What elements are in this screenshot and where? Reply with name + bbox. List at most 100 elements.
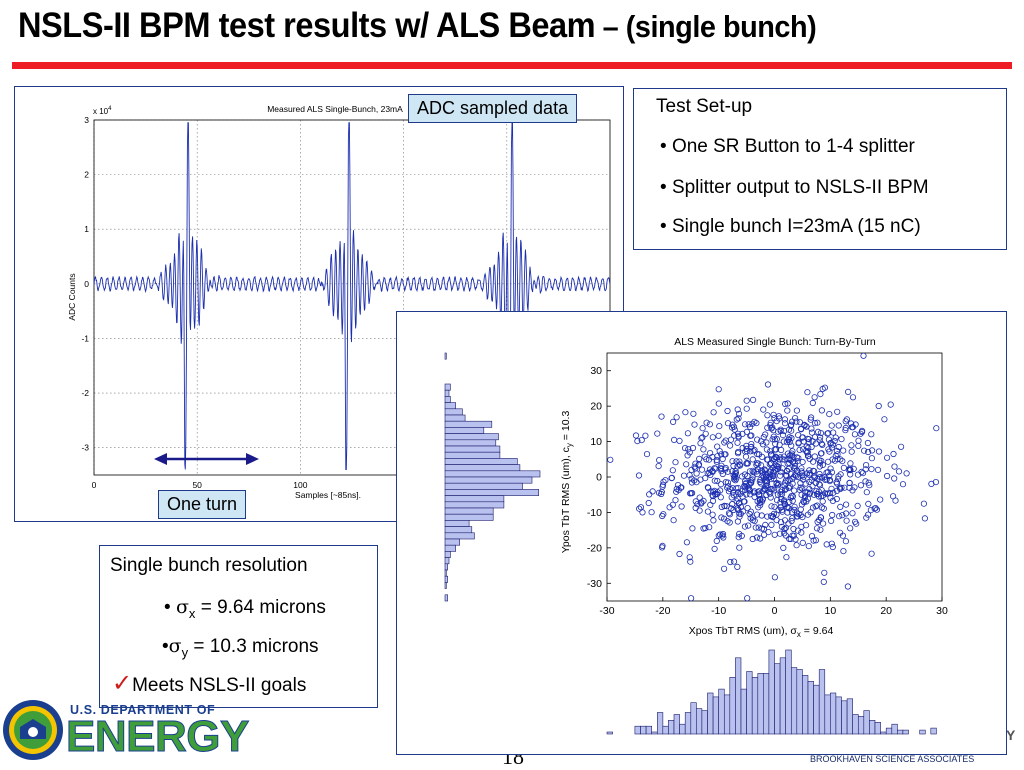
scatter-point [873, 506, 880, 513]
scatter-point [686, 449, 693, 456]
x-histogram-bar [863, 710, 870, 735]
scatter-point [691, 421, 698, 428]
scatter-point [816, 437, 823, 444]
scatter-x-tick-label: -20 [655, 605, 670, 617]
scatter-point [701, 453, 708, 460]
scatter-point [702, 430, 709, 437]
scatter-point [883, 454, 891, 461]
x-histogram [606, 649, 937, 735]
scatter-point [729, 501, 736, 508]
scatter-point [784, 477, 791, 484]
scatter-point [875, 448, 883, 455]
scatter-point [819, 492, 826, 499]
scatter-point [789, 448, 796, 455]
x-histogram-bar [796, 669, 803, 735]
scatter-point [829, 543, 836, 551]
scatter-point [682, 409, 689, 416]
scatter-point [827, 517, 835, 524]
scatter-point [754, 436, 761, 443]
x-histogram-bar [690, 702, 697, 735]
scatter-point [829, 441, 836, 448]
scatter-point [758, 525, 765, 532]
scatter-point [731, 432, 738, 439]
scatter-point [703, 419, 710, 426]
scatter-point [781, 456, 788, 463]
wf-ylabel: ADC Counts [67, 273, 77, 320]
scatter-point [761, 467, 768, 474]
scatter-point [842, 424, 849, 432]
scatter-point [690, 410, 697, 417]
x-histogram-bar [919, 729, 926, 735]
scatter-point [777, 427, 784, 435]
scatter-point [669, 467, 676, 474]
scatter-point [766, 401, 773, 408]
scatter-point [717, 494, 724, 501]
scatter-point [799, 470, 806, 477]
scatter-point [746, 491, 754, 498]
scatter-point [800, 438, 807, 445]
scatter-point [717, 481, 724, 488]
scatter-point [775, 506, 782, 513]
test-setup-bullet: • Splitter output to NSLS-II BPM [660, 177, 929, 198]
x-histogram-bar [718, 688, 725, 735]
x-histogram-bar [779, 657, 786, 735]
scatter-point [660, 511, 667, 518]
scatter-point [722, 466, 729, 473]
scatter-point [790, 525, 797, 533]
scatter-point [839, 512, 846, 519]
y-histogram-bar [444, 476, 533, 484]
scatter-y-tick-label: 20 [590, 401, 602, 413]
scatter-point [692, 460, 699, 467]
scatter-point [794, 527, 801, 534]
scatter-point [743, 459, 751, 467]
scatter-point [781, 420, 789, 427]
scatter-ticks: -30 -20 -10 0 10 20 30 30 20 10 0 -10 -20 -30 [587, 365, 948, 617]
scatter-point [766, 490, 774, 497]
scatter-point [780, 438, 787, 445]
scatter-point [713, 458, 720, 465]
wf-y-tick-label: 0 [84, 279, 89, 289]
scatter-point [868, 550, 875, 557]
scatter-point [851, 518, 859, 525]
scatter-point [795, 440, 802, 447]
scatter-point [696, 494, 703, 501]
scatter-point [729, 421, 736, 428]
scatter-point [785, 505, 792, 512]
scatter-point [821, 569, 828, 576]
wf-y-exponent: x 104 [93, 106, 112, 116]
scatter-point [826, 490, 834, 497]
scatter-point [928, 480, 935, 487]
scatter-point [715, 386, 722, 393]
scatter-point [723, 503, 730, 510]
scatter-point [776, 472, 784, 479]
scatter-point [805, 436, 812, 443]
scatter-point [764, 424, 771, 431]
x-histogram-bar [930, 727, 937, 735]
scatter-point [920, 500, 928, 507]
scatter-point [933, 425, 940, 432]
scatter-point [785, 484, 792, 492]
scatter-y-tick-label: 30 [590, 365, 602, 377]
x-histogram-bar [774, 663, 781, 735]
x-histogram-bar [656, 712, 664, 735]
scatter-point [720, 565, 728, 572]
scatter-point [632, 432, 640, 439]
scatter-xlabel: Xpos TbT RMS (um), σx = 9.64 [689, 625, 834, 639]
scatter-point [713, 537, 720, 545]
scatter-point [808, 476, 815, 484]
scatter-point [754, 471, 761, 478]
scatter-point [688, 479, 696, 486]
scatter-point [860, 447, 868, 454]
scatter-point [814, 419, 821, 426]
scatter-point [730, 558, 738, 565]
scatter-point [726, 511, 733, 518]
scatter-point [749, 517, 756, 524]
scatter-point [734, 450, 742, 457]
scatter-point [788, 509, 796, 516]
scatter-point [799, 539, 806, 546]
y-histogram-bar [444, 538, 460, 546]
y-histogram-bar [444, 420, 493, 428]
scatter-point [743, 428, 750, 436]
scatter-point [816, 457, 823, 464]
scatter-point [819, 441, 826, 448]
